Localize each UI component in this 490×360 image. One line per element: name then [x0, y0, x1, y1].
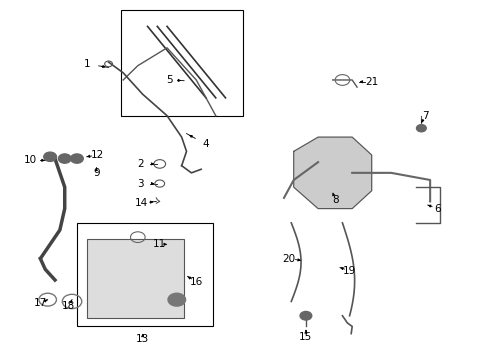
Text: 11: 11 [153, 239, 167, 249]
Text: 8: 8 [332, 195, 339, 204]
Circle shape [71, 154, 83, 163]
Circle shape [58, 154, 71, 163]
Text: 10: 10 [24, 156, 37, 165]
Text: 12: 12 [91, 150, 104, 160]
Text: 13: 13 [136, 334, 149, 344]
Text: 19: 19 [343, 266, 356, 276]
Text: 3: 3 [137, 179, 144, 189]
Text: 14: 14 [135, 198, 148, 208]
Circle shape [168, 293, 186, 306]
Text: 17: 17 [34, 298, 47, 308]
Text: 18: 18 [62, 301, 75, 311]
Text: 15: 15 [299, 332, 313, 342]
Text: 5: 5 [166, 75, 173, 85]
Text: 9: 9 [93, 168, 99, 178]
Polygon shape [294, 137, 372, 208]
Bar [121, 10, 243, 116]
Text: 2: 2 [137, 159, 144, 169]
Circle shape [416, 125, 426, 132]
Text: 6: 6 [434, 203, 441, 213]
Text: 7: 7 [422, 111, 429, 121]
Bar [87, 239, 184, 318]
Circle shape [44, 152, 56, 161]
Text: 20: 20 [282, 253, 295, 264]
Text: 4: 4 [203, 139, 209, 149]
Text: 1: 1 [83, 59, 90, 69]
Text: 21: 21 [365, 77, 378, 87]
Circle shape [300, 311, 312, 320]
Bar [77, 223, 213, 327]
Text: 16: 16 [190, 277, 203, 287]
